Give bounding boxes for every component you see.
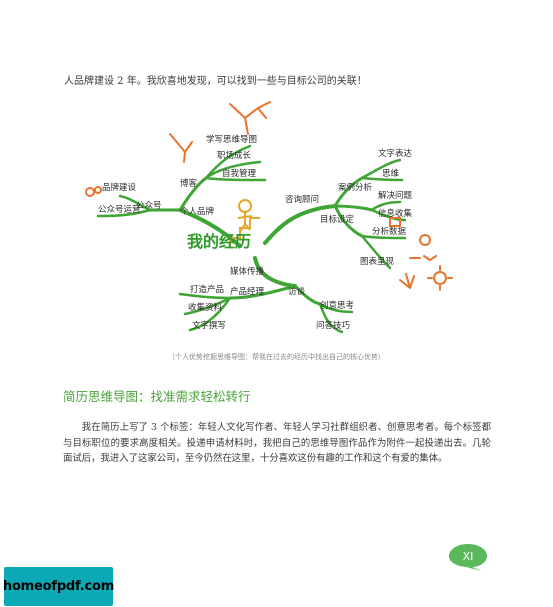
svg-text:解决问题: 解决问题 [378, 190, 413, 201]
svg-text:文字撰写: 文字撰写 [192, 320, 226, 331]
svg-text:案例分析: 案例分析 [338, 182, 373, 193]
svg-text:自我管理: 自我管理 [222, 168, 257, 179]
svg-text:分析数据: 分析数据 [372, 226, 407, 237]
svg-text:思维: 思维 [382, 168, 400, 179]
svg-text:产品经理: 产品经理 [230, 286, 265, 297]
watermark-logo: homeofpdf.com [3, 567, 114, 606]
svg-text:媒体传播: 媒体传播 [230, 266, 265, 277]
svg-text:收集资料: 收集资料 [188, 302, 223, 313]
svg-text:信息收集: 信息收集 [378, 208, 413, 219]
svg-text:打造产品: 打造产品 [190, 284, 224, 295]
page-number-badge: XI [449, 544, 487, 571]
svg-text:学写思维导图: 学写思维导图 [206, 134, 257, 145]
svg-text:职场成长: 职场成长 [217, 150, 252, 161]
svg-text:我的经历: 我的经历 [187, 232, 251, 251]
svg-text:公众号运营: 公众号运营 [98, 204, 141, 215]
svg-text:目标设定: 目标设定 [320, 214, 355, 225]
body-paragraph: 我在简历上写了 3 个标签：年轻人文化写作者、年轻人学习社群组织者、创意思考者。… [63, 422, 491, 464]
mind-map-figure: 我的经历 个人品牌 公众号 品牌建设 公众号运营 博客 学写思维导图 职场成长 … [85, 101, 453, 334]
svg-text:公众号: 公众号 [136, 201, 162, 211]
svg-text:图表呈现: 图表呈现 [360, 256, 395, 267]
svg-text:文字表达: 文字表达 [378, 148, 413, 159]
svg-text:创意思考: 创意思考 [320, 300, 354, 311]
svg-text:访谈: 访谈 [288, 286, 306, 297]
intro-paragraph: 人品牌建设 2 年。我欣喜地发现，可以找到一些与目标公司的关联！ [64, 76, 367, 87]
svg-text:个人品牌: 个人品牌 [180, 206, 215, 217]
section-heading: 简历思维导图：找准需求轻松转行 [63, 389, 251, 404]
svg-text:咨询顾问: 咨询顾问 [285, 194, 319, 205]
figure-caption: （个人优势挖掘思维导图：帮我在过去的经历中找出自己的核心优势） [168, 353, 385, 361]
svg-text:XI: XI [463, 550, 474, 563]
svg-text:博客: 博客 [180, 178, 198, 189]
svg-text:问答技巧: 问答技巧 [316, 320, 351, 331]
svg-text:品牌建设: 品牌建设 [102, 182, 137, 193]
